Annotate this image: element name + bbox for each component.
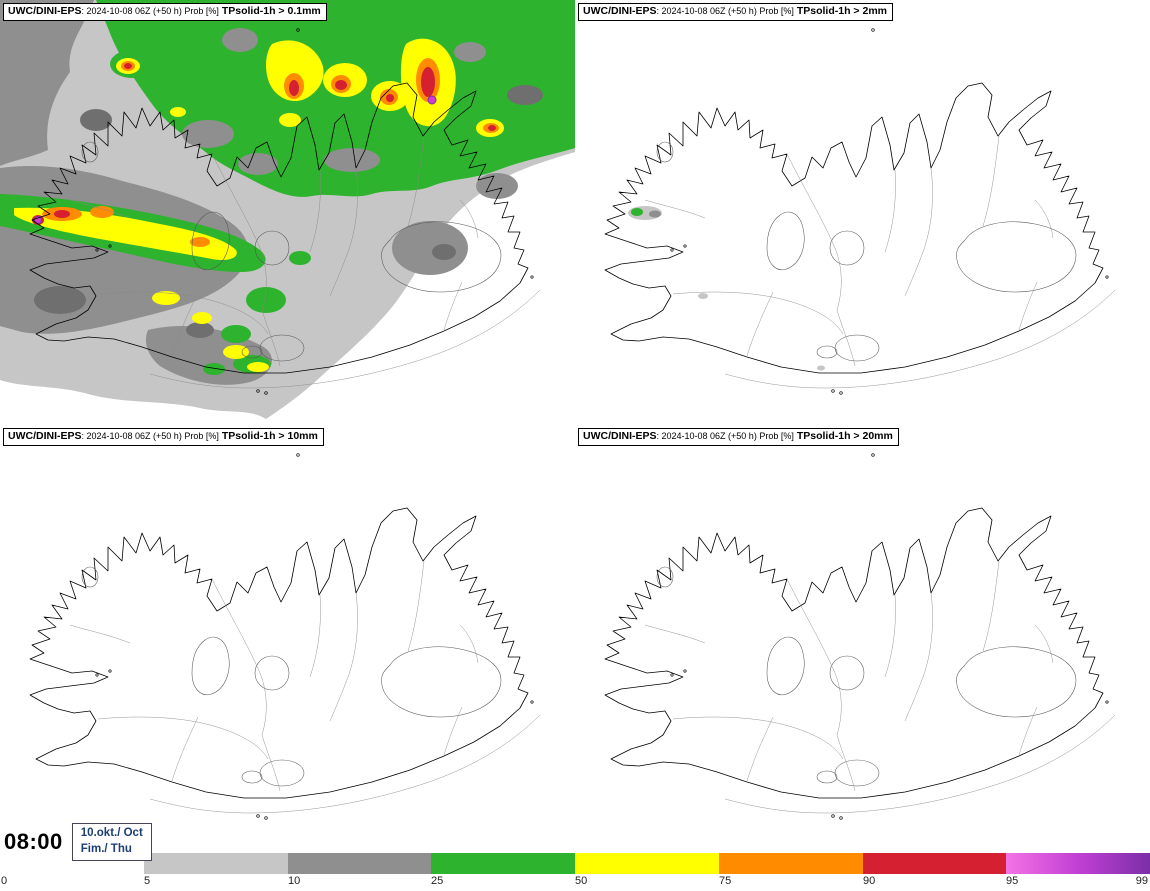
colorbar-segment — [1006, 853, 1150, 874]
threshold-label: TPsolid-1h > 2mm — [796, 5, 887, 17]
panel-prob-10mm: UWC/DINI-EPS: 2024-10-08 06Z (+50 h) Pro… — [0, 425, 575, 850]
colorbar-tick: 95 — [1006, 875, 1019, 887]
run-info-label: : 2024-10-08 06Z (+50 h) Prob [%] — [81, 6, 219, 16]
panel-grid: UWC/DINI-EPS: 2024-10-08 06Z (+50 h) Pro… — [0, 0, 1150, 850]
date-line-1: 10.okt./ Oct — [80, 827, 143, 839]
iceland-map-canvas — [604, 453, 1116, 820]
threshold-label: TPsolid-1h > 10mm — [221, 430, 318, 442]
colorbar-segment — [143, 853, 288, 874]
colorbar-tick: 99 — [1135, 875, 1148, 887]
valid-date-box: 10.okt./ Oct Fim./ Thu — [71, 823, 152, 862]
colorbar-tick: 90 — [863, 875, 876, 887]
colorbar-tick: 25 — [431, 875, 444, 887]
model-label: UWC/DINI-EPS — [583, 5, 657, 17]
panel-prob-0p1mm: UWC/DINI-EPS: 2024-10-08 06Z (+50 h) Pro… — [0, 0, 575, 425]
colorbar-tick: 50 — [575, 875, 588, 887]
colorbar-segment — [718, 853, 863, 874]
colorbar-tick: 10 — [288, 875, 301, 887]
panel-title: UWC/DINI-EPS: 2024-10-08 06Z (+50 h) Pro… — [3, 3, 327, 21]
colorbar-segment — [575, 853, 719, 874]
run-info-label: : 2024-10-08 06Z (+50 h) Prob [%] — [656, 6, 794, 16]
colorbar-segment — [862, 853, 1007, 874]
valid-time-block: 08:00 10.okt./ Oct Fim./ Thu — [4, 823, 152, 862]
panel-title: UWC/DINI-EPS: 2024-10-08 06Z (+50 h) Pro… — [3, 428, 324, 446]
colorbar-tick-labels: 0 5 10 25 50 75 90 95 99 — [0, 874, 1150, 891]
colorbar-segment — [431, 853, 575, 874]
probability-overlay — [628, 206, 825, 371]
iceland-map-canvas — [0, 0, 575, 419]
model-label: UWC/DINI-EPS — [8, 430, 82, 442]
threshold-label: TPsolid-1h > 0.1mm — [221, 5, 321, 17]
panel-prob-20mm: UWC/DINI-EPS: 2024-10-08 06Z (+50 h) Pro… — [575, 425, 1150, 850]
panel-title: UWC/DINI-EPS: 2024-10-08 06Z (+50 h) Pro… — [578, 3, 893, 21]
run-info-label: : 2024-10-08 06Z (+50 h) Prob [%] — [81, 431, 219, 441]
probability-overlay — [0, 0, 575, 419]
valid-time-label: 08:00 — [4, 829, 63, 855]
probability-colorbar — [0, 853, 1150, 874]
date-line-2: Fim./ Thu — [80, 842, 132, 855]
run-info-label: : 2024-10-08 06Z (+50 h) Prob [%] — [656, 431, 794, 441]
iceland-map-canvas — [29, 453, 541, 820]
threshold-label: TPsolid-1h > 20mm — [796, 430, 893, 442]
colorbar-tick: 5 — [144, 875, 151, 887]
panel-title: UWC/DINI-EPS: 2024-10-08 06Z (+50 h) Pro… — [578, 428, 899, 446]
colorbar-segment — [287, 853, 432, 874]
model-label: UWC/DINI-EPS — [8, 5, 82, 17]
colorbar-tick: 0 — [1, 875, 8, 887]
panel-prob-2mm: UWC/DINI-EPS: 2024-10-08 06Z (+50 h) Pro… — [575, 0, 1150, 425]
colorbar-tick: 75 — [719, 875, 732, 887]
model-label: UWC/DINI-EPS — [583, 430, 657, 442]
iceland-map-canvas — [604, 28, 1116, 395]
